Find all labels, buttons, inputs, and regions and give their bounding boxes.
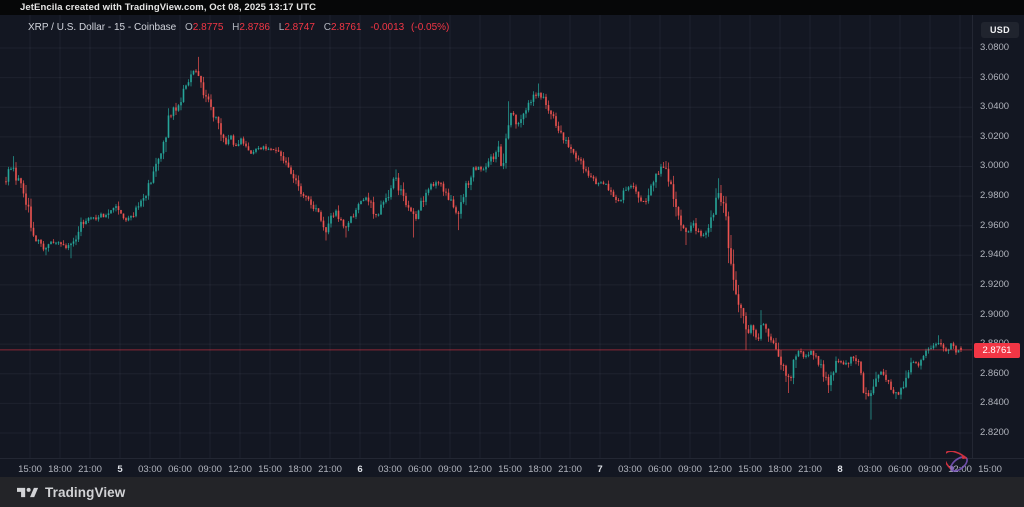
time-axis-label: 06:00 [648, 464, 672, 475]
price-axis[interactable]: USD 2.8761 3.0800 3.0600 3.0400 3.0200 3.000… [972, 15, 1024, 458]
time-axis-day-label: 7 [597, 464, 603, 475]
attribution-bar: JetEncila created with TradingView.com, … [0, 0, 1024, 15]
price-axis-label: 3.0800 [980, 42, 1010, 53]
orbit-icon[interactable] [946, 451, 972, 477]
footer-bar: TradingView [0, 477, 1024, 507]
time-axis-label: 21:00 [78, 464, 102, 475]
change-value: -0.0013 [370, 22, 405, 33]
time-axis-label: 06:00 [168, 464, 192, 475]
price-axis-label: 2.9600 [980, 219, 1010, 231]
symbol-title: XRP / U.S. Dollar [28, 22, 106, 33]
time-axis-label: 03:00 [138, 464, 162, 475]
time-axis-label: 18:00 [48, 464, 72, 475]
attribution-text: JetEncila created with TradingView.com, … [20, 2, 317, 13]
price-axis-label: 2.9800 [980, 190, 1010, 202]
time-axis-label: 21:00 [798, 464, 822, 475]
price-axis-label: 2.9000 [980, 308, 1010, 320]
price-axis-label: 2.9400 [980, 249, 1010, 261]
ohlc-high-key: H [232, 22, 240, 33]
ohlc-close-key: C [323, 22, 331, 33]
grid [0, 15, 972, 458]
candlestick-chart[interactable] [0, 15, 972, 458]
time-axis-label: 09:00 [198, 464, 222, 475]
price-axis-label: 2.8400 [980, 397, 1010, 409]
price-axis-label: 3.0000 [980, 160, 1010, 172]
time-axis-label: 03:00 [618, 464, 642, 475]
time-axis-label: 12:00 [228, 464, 252, 475]
orbit-dot-purple [950, 466, 955, 471]
chart-area[interactable]: XRP / U.S. Dollar - 15 - Coinbase O2.877… [0, 15, 1024, 477]
orbit-dot-red [961, 455, 966, 459]
time-axis[interactable]: 15:00 18:00 21:00 5 03:00 06:00 09:00 12:00 15:0… [0, 458, 1024, 478]
time-axis-label: 03:00 [858, 464, 882, 475]
price-axis-label: 2.9200 [980, 278, 1010, 290]
time-axis-day-label: 5 [117, 464, 123, 475]
time-axis-label: 21:00 [318, 464, 342, 475]
price-axis-label: 2.8200 [980, 427, 1010, 438]
last-price-tag: 2.8761 [974, 342, 1020, 358]
currency-toggle-button[interactable]: USD [981, 22, 1019, 38]
time-axis-label: 09:00 [918, 464, 942, 475]
ohlc-low-value: 2.8747 [284, 22, 315, 33]
interval-label: 15 [113, 22, 126, 33]
time-axis-label: 06:00 [408, 464, 432, 475]
time-axis-label: 18:00 [288, 464, 312, 475]
candles [5, 56, 962, 420]
time-axis-label: 12:00 [708, 464, 732, 475]
time-axis-label: 06:00 [888, 464, 912, 475]
time-axis-label: 09:00 [438, 464, 462, 475]
time-axis-label: 12:00 [468, 464, 492, 475]
ohlc-open-value: 2.8775 [192, 22, 224, 33]
price-axis-label: 2.8600 [980, 367, 1010, 379]
ohlc-low-key: L [278, 22, 285, 33]
price-axis-label: 3.0600 [980, 71, 1010, 83]
ohlc-close-value: 2.8761 [330, 22, 362, 33]
time-axis-label: 15:00 [258, 464, 282, 475]
price-axis-label: 3.0200 [980, 130, 1010, 142]
time-axis-label: 15:00 [498, 464, 522, 475]
time-axis-label: 21:00 [558, 464, 582, 475]
time-axis-label: 18:00 [528, 464, 552, 475]
time-axis-label: 15:00 [18, 464, 42, 475]
tradingview-logo-icon[interactable] [17, 484, 38, 501]
symbol-legend[interactable]: XRP / U.S. Dollar - 15 - Coinbase O2.877… [28, 22, 450, 33]
ohlc-high-value: 2.8786 [239, 22, 270, 33]
ohlc-open-key: O [185, 22, 193, 33]
time-axis-day-label: 8 [837, 464, 843, 475]
time-axis-day-label: 6 [357, 464, 363, 475]
time-axis-label: 15:00 [978, 464, 1002, 475]
time-axis-label: 18:00 [768, 464, 792, 475]
time-axis-label: 03:00 [378, 464, 402, 475]
tradingview-wordmark[interactable]: TradingView [45, 484, 126, 500]
price-axis-label: 3.0400 [980, 101, 1010, 113]
time-axis-label: 15:00 [738, 464, 762, 475]
exchange-label: Coinbase [133, 22, 177, 33]
time-axis-label: 09:00 [678, 464, 702, 475]
change-percent: (-0.05%) [411, 22, 450, 33]
